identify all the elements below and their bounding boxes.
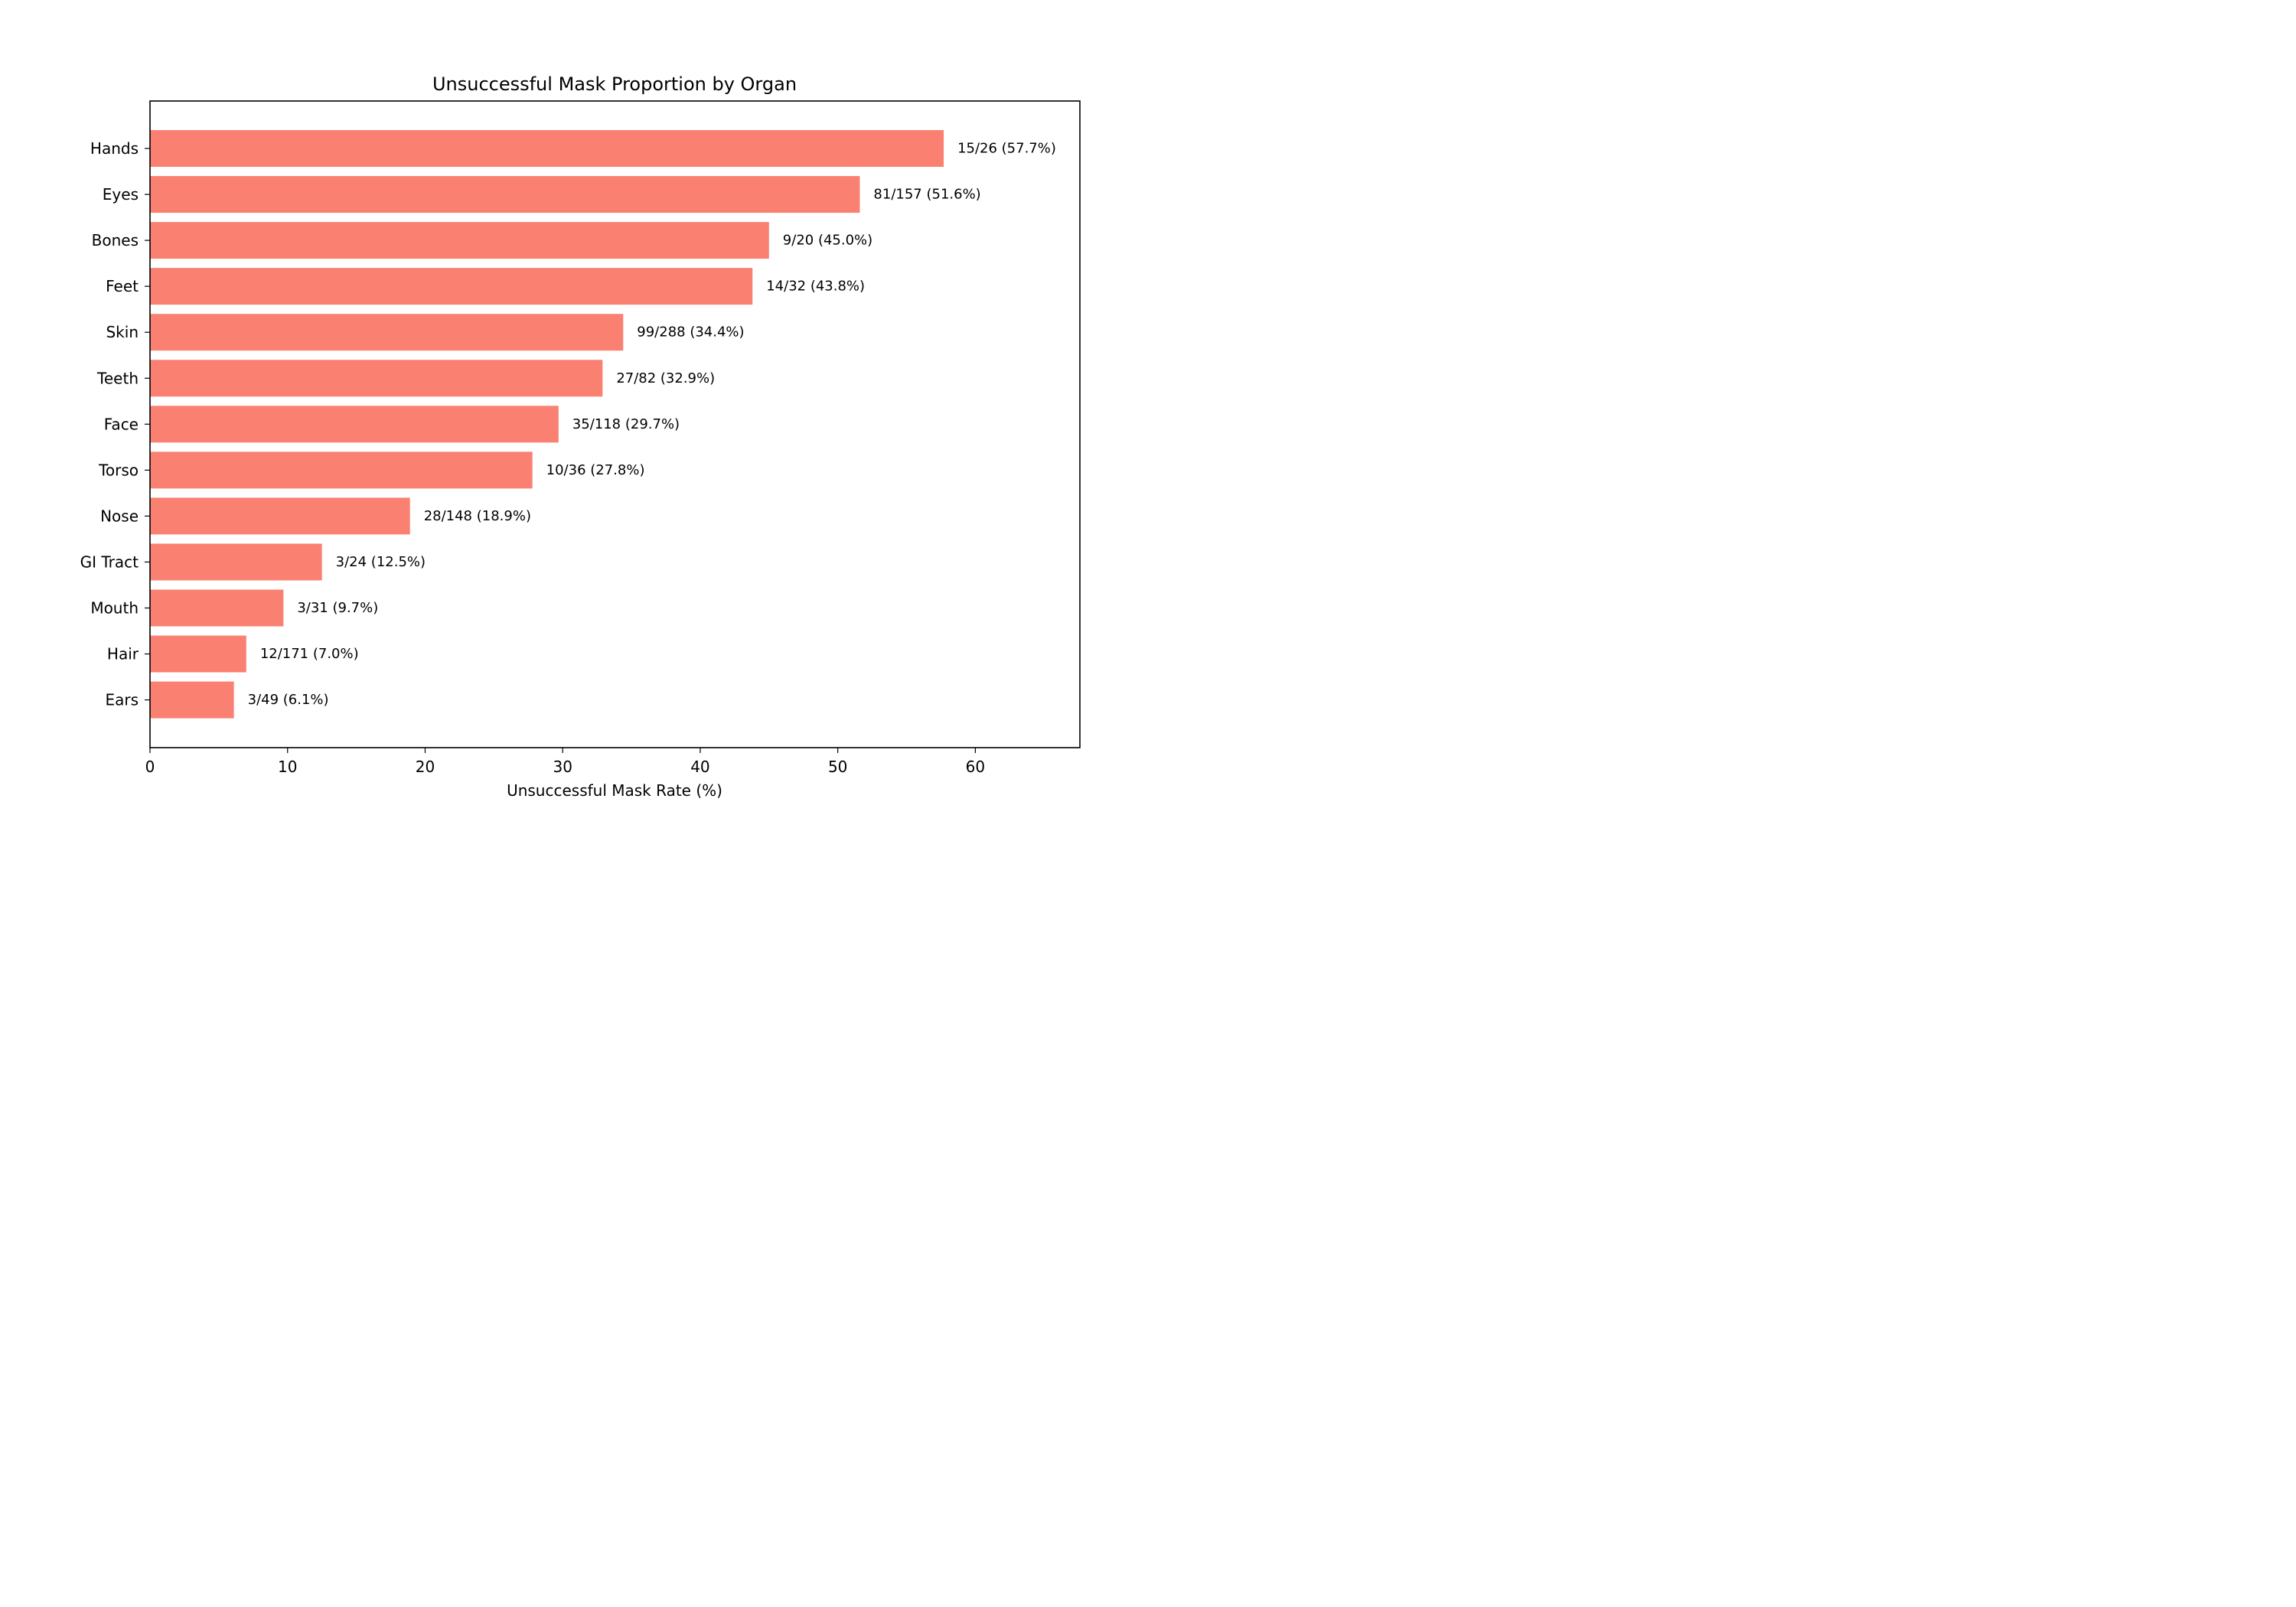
y-tick-label-bones: Bones (92, 231, 139, 249)
y-tick-label-eyes: Eyes (103, 185, 139, 204)
x-tick-label-30: 30 (553, 758, 572, 776)
data-label-nose: 28/148 (18.9%) (424, 508, 531, 524)
y-tick-label-skin: Skin (106, 323, 139, 341)
x-tick-label-20: 20 (416, 758, 435, 776)
bar-mouth (150, 589, 284, 627)
data-label-hands: 15/26 (57.7%) (957, 141, 1056, 157)
y-tick-label-mouth: Mouth (90, 599, 139, 618)
bar-gi-tract (150, 543, 322, 581)
bar-eyes (150, 176, 860, 214)
bar-ears (150, 681, 234, 719)
x-axis: 0 10 20 30 40 50 60 (145, 748, 985, 776)
x-tick-label-0: 0 (145, 758, 155, 776)
data-label-gi-tract: 3/24 (12.5%) (336, 554, 426, 570)
data-label-feet: 14/32 (43.8%) (766, 279, 865, 295)
x-tick-label-60: 60 (966, 758, 985, 776)
bars-layer (150, 130, 944, 719)
data-label-ears: 3/49 (6.1%) (248, 692, 329, 708)
data-label-hair: 12/171 (7.0%) (260, 646, 359, 662)
data-label-face: 35/118 (29.7%) (572, 416, 680, 432)
chart-title: Unsuccessful Mask Proportion by Organ (432, 73, 797, 95)
data-label-eyes: 81/157 (51.6%) (873, 187, 980, 203)
bar-bones (150, 222, 769, 259)
bar-skin (150, 314, 624, 351)
bar-torso (150, 451, 533, 489)
data-labels-layer: 15/26 (57.7%) 81/157 (51.6%) 9/20 (45.0%) 1… (248, 141, 1056, 709)
x-tick-label-40: 40 (690, 758, 709, 776)
plot-frame (149, 100, 1081, 748)
y-tick-label-ears: Ears (105, 691, 139, 709)
y-tick-label-face: Face (104, 415, 139, 433)
x-tick-label-50: 50 (828, 758, 847, 776)
y-tick-label-feet: Feet (106, 277, 139, 295)
bar-feet (150, 268, 753, 305)
bar-face (150, 406, 559, 443)
y-tick-label-torso: Torso (98, 461, 139, 479)
data-label-skin: 99/288 (34.4%) (637, 324, 744, 341)
y-tick-label-hair: Hair (107, 645, 139, 663)
x-tick-label-10: 10 (278, 758, 297, 776)
y-tick-label-hands: Hands (90, 139, 139, 158)
bar-hair (150, 635, 246, 673)
bar-nose (150, 497, 410, 535)
y-tick-label-nose: Nose (100, 507, 139, 525)
y-tick-label-teeth: Teeth (96, 369, 139, 387)
y-axis: Hands Eyes Bones Feet Skin Teeth Face Torso Nose… (80, 139, 150, 709)
y-tick-label-gi-tract: GI Tract (80, 553, 139, 571)
bar-chart: Unsuccessful Mask Proportion by Organ 15… (80, 73, 1081, 800)
bar-teeth (150, 360, 603, 397)
data-label-teeth: 27/82 (32.9%) (616, 370, 715, 386)
x-axis-label: Unsuccessful Mask Rate (%) (507, 781, 722, 800)
data-label-mouth: 3/31 (9.7%) (297, 600, 378, 616)
bar-hands (150, 130, 944, 167)
data-label-torso: 10/36 (27.8%) (546, 462, 645, 478)
data-label-bones: 9/20 (45.0%) (783, 233, 872, 249)
